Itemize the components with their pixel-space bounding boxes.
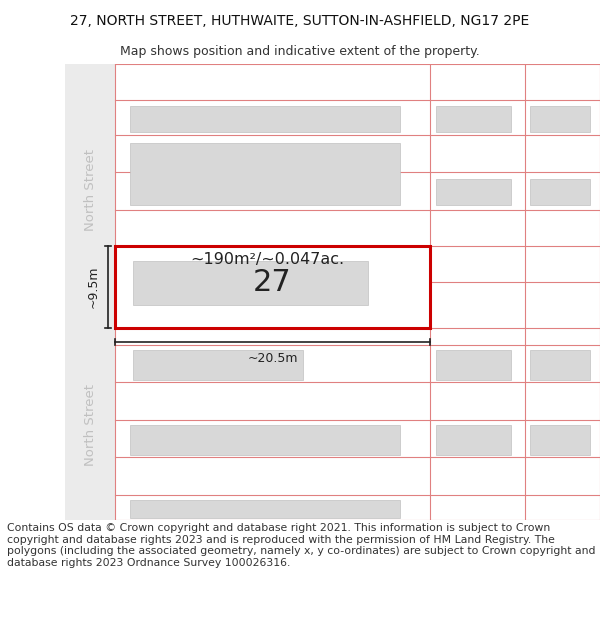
Bar [436,179,511,205]
Text: 27: 27 [253,268,292,298]
Text: Map shows position and indicative extent of the property.: Map shows position and indicative extent… [120,44,480,58]
Text: 27, NORTH STREET, HUTHWAITE, SUTTON-IN-ASHFIELD, NG17 2PE: 27, NORTH STREET, HUTHWAITE, SUTTON-IN-A… [70,14,530,28]
Bar [130,106,400,132]
Text: ~20.5m: ~20.5m [247,352,298,365]
Text: North Street: North Street [83,384,97,466]
Bar [130,500,400,518]
Bar [530,106,590,132]
Bar [530,179,590,205]
Bar [65,64,115,520]
Bar [133,350,303,380]
Text: ~190m²/~0.047ac.: ~190m²/~0.047ac. [190,253,344,268]
Text: North Street: North Street [83,149,97,231]
Bar [436,350,511,380]
Text: Contains OS data © Crown copyright and database right 2021. This information is : Contains OS data © Crown copyright and d… [7,523,596,568]
Bar [530,425,590,455]
Bar [0,64,65,520]
Bar [436,106,511,132]
Bar [130,425,400,455]
Text: ~9.5m: ~9.5m [87,266,100,308]
Bar [530,350,590,380]
Bar [130,142,400,205]
Bar [115,246,430,328]
Bar [436,425,511,455]
Bar [133,261,368,305]
